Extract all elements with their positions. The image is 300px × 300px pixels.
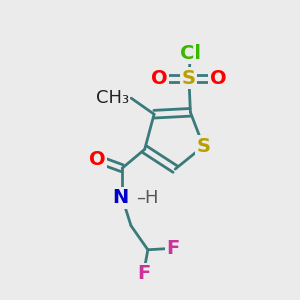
Text: –H: –H bbox=[136, 189, 159, 207]
Text: O: O bbox=[89, 150, 106, 169]
Text: S: S bbox=[196, 137, 210, 156]
Text: F: F bbox=[137, 264, 150, 284]
Text: F: F bbox=[166, 239, 179, 258]
Text: O: O bbox=[210, 69, 227, 88]
Text: S: S bbox=[182, 69, 196, 88]
Text: Cl: Cl bbox=[180, 44, 201, 63]
Text: CH₃: CH₃ bbox=[96, 89, 129, 107]
Text: N: N bbox=[112, 188, 129, 207]
Text: O: O bbox=[151, 69, 168, 88]
